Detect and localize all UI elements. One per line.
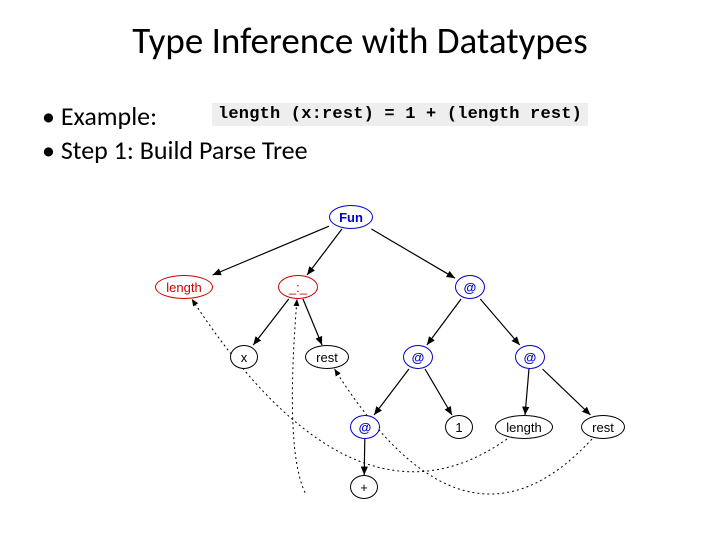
- tree-node-at2: @: [403, 345, 433, 369]
- tree-node-rest2: rest: [581, 415, 625, 439]
- tree-node-length: length: [155, 275, 213, 299]
- tree-node-at4: @: [350, 415, 380, 439]
- tree-node-at1: @: [455, 275, 485, 299]
- bullet-example: • Example:: [42, 100, 157, 132]
- slide-title: Type Inference with Datatypes: [0, 18, 720, 63]
- tree-node-x: x: [230, 345, 258, 369]
- code-snippet: length (x:rest) = 1 + (length rest): [212, 103, 588, 126]
- slide: Type Inference with Datatypes • Example:…: [0, 0, 720, 540]
- bullet-step1: • Step 1: Build Parse Tree: [42, 134, 308, 166]
- tree-node-one: 1: [445, 415, 473, 439]
- tree-node-rest: rest: [305, 345, 349, 369]
- tree-node-cons: _:_: [278, 275, 318, 299]
- parse-tree: Funlength_:_@xrest@@@1lengthrest+: [145, 205, 645, 495]
- tree-node-len2: length: [495, 415, 553, 439]
- tree-node-fun: Fun: [329, 205, 373, 229]
- tree-node-at3: @: [515, 345, 545, 369]
- tree-node-plus: +: [350, 475, 378, 499]
